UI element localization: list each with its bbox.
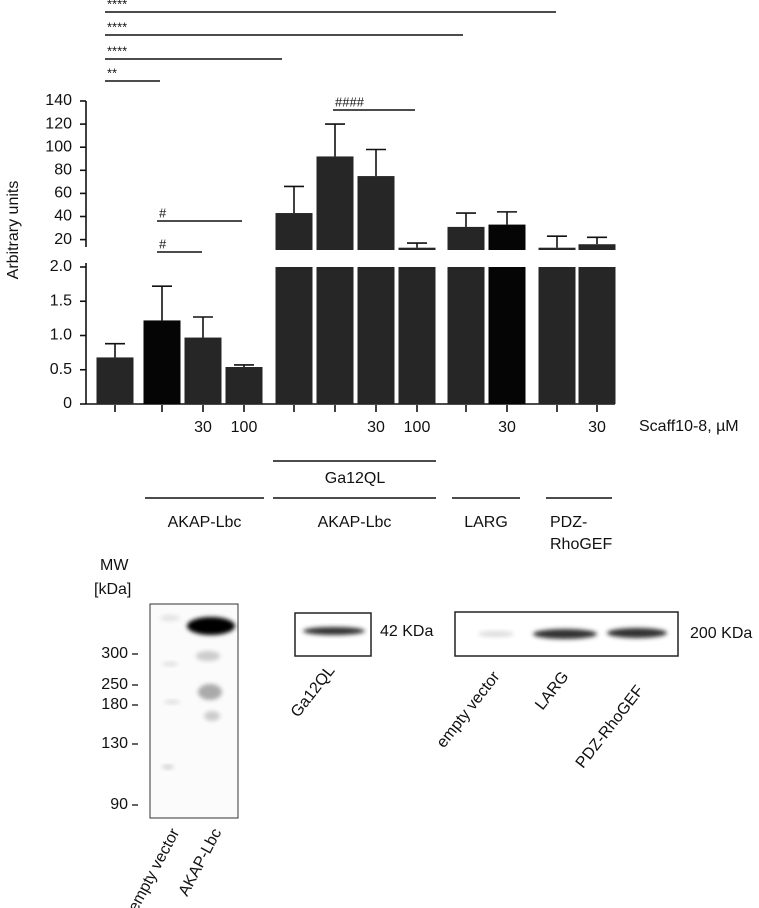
sig-label: #### [335, 94, 365, 109]
band [162, 662, 178, 666]
band [196, 651, 220, 661]
x-tick-label: 30 [498, 419, 516, 436]
x-tick-label: 30 [194, 419, 212, 436]
bar [398, 267, 436, 404]
band [204, 711, 220, 721]
bar [488, 267, 526, 404]
y2-tick-label: 100 [45, 138, 72, 155]
x-tick-label: 30 [367, 419, 385, 436]
band [187, 617, 235, 635]
bar [357, 267, 395, 404]
lane-label: PDZ-RhoGEF [573, 682, 648, 771]
mw-title: MW [100, 557, 129, 574]
bar [96, 357, 134, 404]
sig-label: # [159, 236, 167, 251]
group-label: Ga12QL [325, 470, 386, 487]
bar [225, 367, 263, 404]
bar-upper [578, 244, 616, 250]
mw-marker: 90 [110, 796, 128, 813]
y-axis-label: Arbitrary units [5, 181, 22, 280]
y2-tick-label: 60 [54, 185, 72, 202]
x-tick-label: 100 [231, 419, 258, 436]
bar-upper [357, 176, 395, 250]
bar [578, 267, 616, 404]
size-label: 42 KDa [380, 623, 433, 640]
lane-label: empty vector [125, 825, 183, 908]
bar [447, 267, 485, 404]
y2-tick-label: 140 [45, 92, 72, 109]
lane-label: Ga12QL [288, 663, 339, 721]
band [533, 629, 597, 639]
mw-marker: 300 [101, 645, 128, 662]
band [162, 765, 174, 769]
x-tick-label: 100 [404, 419, 431, 436]
mw-marker: 180 [101, 696, 128, 713]
bar [143, 320, 181, 404]
blot-left [149, 603, 239, 819]
y-tick-label: 1.0 [50, 327, 72, 344]
band [607, 628, 667, 638]
lane-label: LARG [532, 669, 572, 714]
bar-upper [538, 247, 576, 250]
bar-upper [447, 226, 485, 250]
size-label: 200 KDa [690, 625, 752, 642]
sig-label: ** [107, 65, 117, 80]
y2-tick-label: 20 [54, 231, 72, 248]
group-label: PDZ- [550, 514, 587, 531]
band [478, 631, 514, 637]
group-label: AKAP-Lbc [168, 514, 242, 531]
y-tick-label: 0.5 [50, 361, 72, 378]
y-tick-label: 2.0 [50, 258, 72, 275]
mw-title: [kDa] [94, 581, 131, 598]
mw-marker: 250 [101, 676, 128, 693]
bar [184, 337, 222, 404]
blot-images [149, 603, 679, 819]
x-axis-label: Scaff10-8, µM [639, 418, 739, 435]
x-tick-label: 30 [588, 419, 606, 436]
band [164, 700, 180, 704]
y-tick-label: 0 [63, 395, 72, 412]
blot-middle [294, 612, 372, 657]
y2-tick-label: 120 [45, 115, 72, 132]
bar-upper [316, 156, 354, 250]
group-label: LARG [464, 514, 508, 531]
bar [316, 267, 354, 404]
y2-tick-label: 80 [54, 162, 72, 179]
mw-marker: 130 [101, 735, 128, 752]
sig-label: # [159, 205, 167, 220]
bar-upper [275, 213, 313, 250]
sig-label: **** [107, 19, 127, 34]
group-label: AKAP-Lbc [318, 514, 392, 531]
lane-label: AKAP-Lbc [176, 826, 226, 899]
bar [275, 267, 313, 404]
bar [538, 267, 576, 404]
band [160, 615, 180, 621]
band [303, 627, 365, 635]
group-label: RhoGEF [550, 536, 612, 553]
band [198, 684, 222, 700]
sig-label: **** [107, 0, 127, 11]
lane-label: empty vector [434, 668, 504, 751]
bar-upper [398, 247, 436, 250]
sig-label: **** [107, 43, 127, 58]
bar-upper [488, 224, 526, 250]
y2-tick-label: 40 [54, 208, 72, 225]
y-tick-label: 1.5 [50, 292, 72, 309]
